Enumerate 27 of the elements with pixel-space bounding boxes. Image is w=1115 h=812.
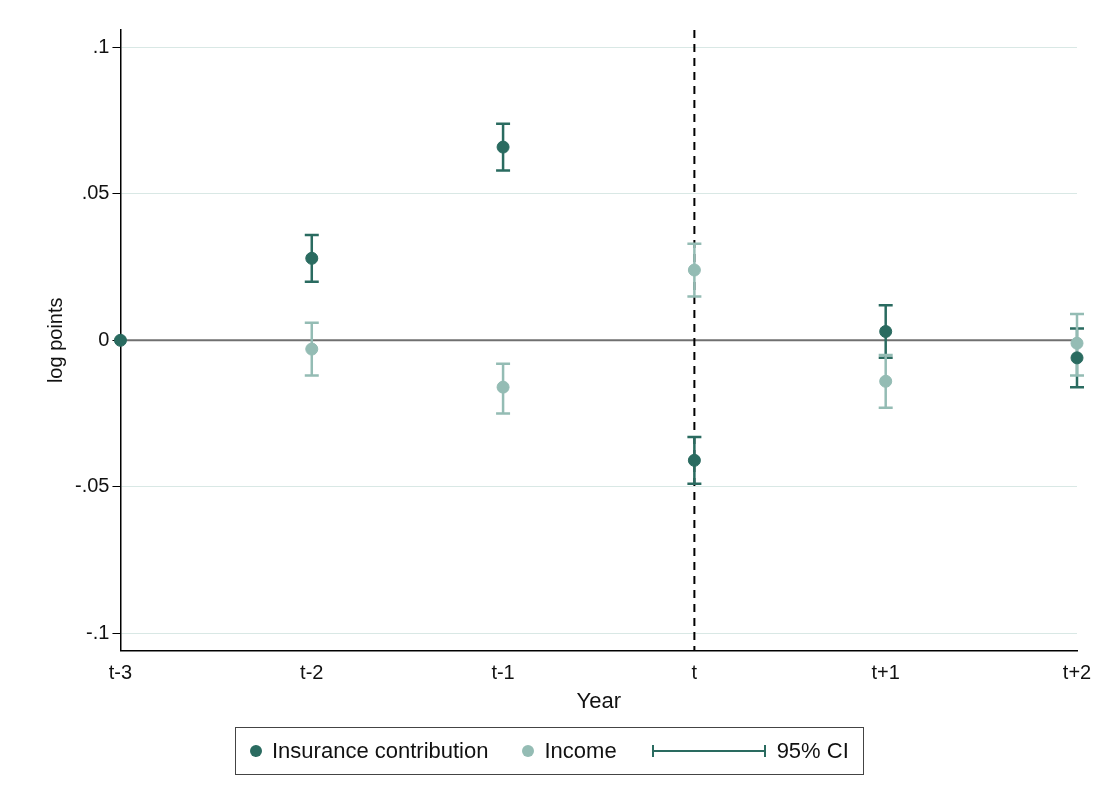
point [305,342,319,356]
point [1070,336,1084,350]
y-tick-label: .05 [81,181,110,204]
x-tick-label: t-3 [108,661,133,684]
point [305,251,319,265]
text: 95% CI [776,738,849,764]
x-tick-label: t [691,661,698,684]
point [1070,351,1084,365]
x-axis-title: Year [576,687,621,713]
point [879,325,893,339]
x-tick-label: t+1 [871,661,900,684]
y-tick-label: 0 [98,327,110,350]
x-tick-label: t-1 [491,661,515,684]
y-axis-title: log points [43,297,66,384]
x-tick-label: t-2 [300,661,324,684]
x-tick-label: t+2 [1062,661,1092,684]
y-tick-label: .1 [92,35,110,58]
y-tick-label: -.05 [74,474,110,497]
point [496,140,510,154]
point [496,380,510,394]
legend-label: Income [544,738,617,764]
y-tick-label: -.1 [86,620,110,643]
legend-label: Insurance contribution [272,738,489,764]
point [687,263,701,277]
point [879,374,893,388]
point [113,333,127,347]
point [687,453,701,467]
